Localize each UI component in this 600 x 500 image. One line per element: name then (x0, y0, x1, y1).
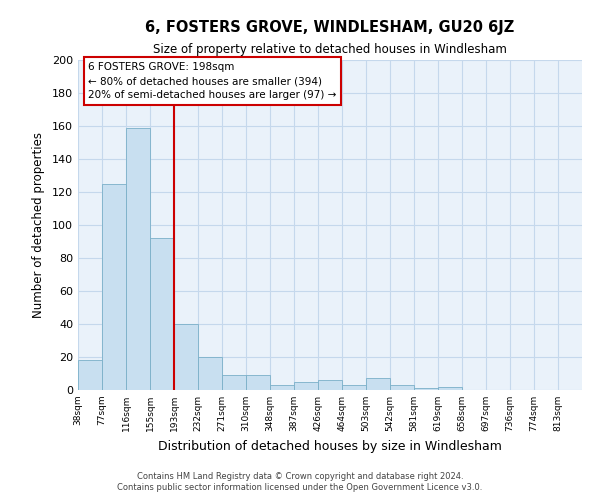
Bar (174, 324, 198, 390)
Bar (390, 385, 414, 390)
Text: 6, FOSTERS GROVE, WINDLESHAM, GU20 6JZ: 6, FOSTERS GROVE, WINDLESHAM, GU20 6JZ (145, 20, 515, 35)
Bar (414, 388, 438, 390)
Bar (198, 357, 222, 390)
Text: Contains HM Land Registry data © Crown copyright and database right 2024.: Contains HM Land Registry data © Crown c… (137, 472, 463, 481)
Bar (150, 238, 174, 390)
Text: Size of property relative to detached houses in Windlesham: Size of property relative to detached ho… (153, 42, 507, 56)
X-axis label: Distribution of detached houses by size in Windlesham: Distribution of detached houses by size … (158, 440, 502, 452)
Bar (126, 128, 150, 390)
Text: Contains public sector information licensed under the Open Government Licence v3: Contains public sector information licen… (118, 483, 482, 492)
Bar (102, 184, 126, 390)
Bar (342, 385, 366, 390)
Bar (438, 386, 462, 390)
Bar (222, 375, 246, 390)
Bar (78, 360, 102, 390)
Bar (270, 385, 294, 390)
Bar (366, 378, 390, 390)
Bar (294, 382, 318, 390)
Y-axis label: Number of detached properties: Number of detached properties (32, 132, 45, 318)
Bar (246, 375, 270, 390)
Bar (318, 380, 342, 390)
Text: 6 FOSTERS GROVE: 198sqm
← 80% of detached houses are smaller (394)
20% of semi-d: 6 FOSTERS GROVE: 198sqm ← 80% of detache… (88, 62, 337, 100)
